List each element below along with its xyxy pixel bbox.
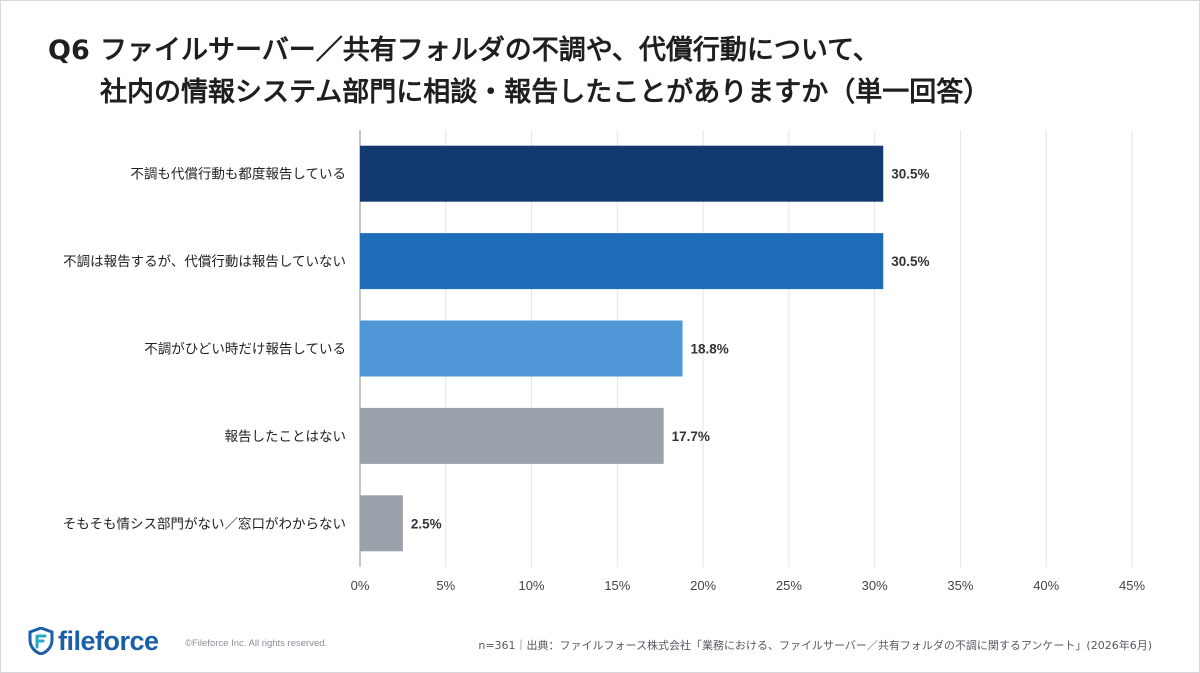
x-tick-label: 5% [436, 578, 455, 593]
bar [360, 320, 683, 377]
x-tick-label: 25% [776, 578, 802, 593]
bar [360, 145, 884, 202]
category-label: 不調は報告するが、代償行動は報告していない [63, 254, 346, 270]
x-tick-label: 0% [351, 578, 370, 593]
source-note: n=361｜出典：ファイルフォース株式会社「業務における、ファイルサーバー／共有… [478, 639, 1152, 652]
shield-logo-icon [28, 627, 54, 655]
x-tick-label: 45% [1119, 578, 1145, 593]
x-tick-label: 35% [947, 578, 973, 593]
chart-title: Q6 ファイルサーバー／共有フォルダの不調や、代償行動について、 社内の情報システ… [48, 30, 990, 114]
category-label: そもそも情シス部門がない／窓口がわからない [63, 515, 346, 532]
x-tick-label: 40% [1033, 578, 1059, 593]
x-tick-label: 20% [690, 578, 716, 593]
x-tick-label: 10% [519, 578, 545, 593]
bar [360, 495, 403, 552]
category-label: 不調も代償行動も都度報告している [130, 167, 346, 183]
title-line-1: ファイルサーバー／共有フォルダの不調や、代償行動について、 [100, 35, 880, 66]
x-tick-label: 15% [604, 578, 630, 593]
question-number: Q6 [48, 35, 90, 66]
title-line-2: 社内の情報システム部門に相談・報告したことがありますか（単一回答） [100, 77, 991, 108]
x-tick-label: 30% [862, 578, 888, 593]
data-label: 30.5% [891, 167, 929, 182]
logo-wordmark: fileforce [58, 625, 159, 656]
data-label: 30.5% [891, 254, 929, 269]
fileforce-logo: fileforce [28, 626, 159, 656]
category-label: 不調がひどい時だけ報告している [144, 342, 346, 358]
copyright-text: ©Fileforce Inc. All rights reserved. [185, 638, 328, 649]
category-label: 報告したことはない [225, 429, 347, 445]
bar [360, 233, 884, 290]
bar [360, 407, 664, 464]
data-label: 17.7% [672, 429, 710, 444]
data-label: 2.5% [411, 516, 442, 531]
data-label: 18.8% [691, 342, 729, 357]
